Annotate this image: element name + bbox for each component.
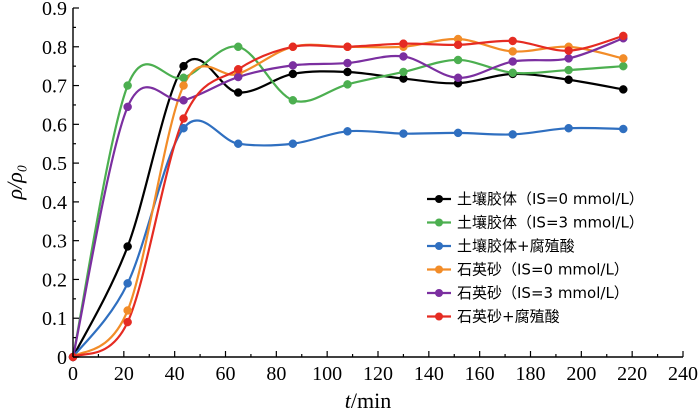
x-tick-label: 40: [165, 363, 185, 385]
series-point: [233, 42, 243, 52]
series-point: [399, 39, 408, 48]
legend: 土壤胶体（IS=0 mmol/L） 土壤胶体（IS=3 mmol/L） 土壤胶体+腐…: [427, 190, 644, 326]
y-tick-label: 0.1: [42, 308, 67, 330]
legend-swatch-marker: [435, 242, 443, 250]
x-tick-label: 80: [266, 363, 286, 385]
y-tick-label: 0.2: [42, 269, 67, 291]
series-point: [508, 130, 517, 139]
x-tick-label: 20: [114, 363, 134, 385]
x-tick-label: 120: [363, 363, 393, 385]
y-tick-label: 0.7: [42, 76, 67, 98]
x-tick-label: 240: [668, 363, 698, 385]
series-point: [179, 114, 188, 123]
y-tick-label: 0.5: [42, 153, 67, 175]
series-point: [343, 127, 352, 136]
series-point: [288, 69, 298, 79]
series-point: [179, 73, 188, 83]
legend-entry-label: 土壤胶体（IS=0 mmol/L）: [457, 190, 644, 208]
series-point: [233, 139, 243, 148]
series-point: [619, 31, 628, 41]
x-tick-label: 160: [465, 363, 495, 385]
y-tick-label: 0.3: [42, 231, 67, 253]
series-point: [343, 58, 352, 68]
x-tick-label: 60: [216, 363, 236, 385]
series-point: [399, 67, 408, 77]
series-point: [453, 40, 463, 50]
series-point: [123, 102, 132, 112]
x-tick-label: 180: [516, 363, 546, 385]
legend-entry-label: 土壤胶体（IS=3 mmol/L）: [457, 214, 644, 232]
series-point: [123, 279, 132, 288]
series-point: [453, 73, 463, 83]
legend-swatch-marker: [435, 218, 443, 227]
series-point: [508, 57, 517, 66]
series-point: [288, 139, 298, 148]
legend-swatch-marker: [435, 289, 443, 297]
series-point: [233, 88, 243, 97]
series-markers-layer: [68, 31, 628, 362]
series-point: [619, 61, 628, 71]
series-point: [508, 68, 517, 78]
series-point: [233, 65, 243, 74]
x-tick-label: 220: [617, 363, 647, 385]
series-point: [288, 96, 298, 105]
series-point: [564, 123, 573, 133]
y-tick-label: 0.4: [42, 192, 67, 214]
series-point: [508, 36, 517, 46]
series-point: [288, 42, 298, 52]
series-point: [123, 306, 132, 315]
series-point: [179, 123, 188, 133]
series-point: [508, 47, 517, 56]
series-point: [233, 72, 243, 82]
x-tick-label: 0: [68, 363, 78, 385]
x-tick-label: 100: [312, 363, 342, 385]
series-point: [179, 61, 188, 71]
series-point: [343, 42, 352, 52]
series-point: [399, 52, 408, 61]
y-tick-label: 0.8: [42, 37, 67, 59]
legend-entry-label: 石英砂（IS=0 mmol/L）: [457, 261, 629, 279]
y-ticks: 0 0.1 0.2 0.3 0.4 0.5 0.6 0.7 0.8 0.9: [42, 0, 79, 369]
legend-swatch-marker: [435, 312, 443, 321]
y-tick-label: 0.9: [42, 0, 67, 20]
legend-swatch-marker: [435, 195, 443, 203]
series-point: [564, 54, 573, 63]
series-point: [343, 80, 352, 89]
series-point: [399, 129, 408, 138]
x-ticks: 0 20 40 60 80 100 120 140 160 180 200 220 240: [68, 351, 698, 385]
series-point: [123, 317, 132, 327]
series-point: [619, 85, 628, 94]
legend-entry-label: 石英砂（IS=3 mmol/L）: [457, 284, 629, 302]
x-tick-label: 140: [414, 363, 444, 385]
series-point: [564, 75, 573, 84]
series-point: [123, 81, 132, 90]
x-tick-label: 200: [566, 363, 596, 385]
legend-entry-label: 石英砂+腐殖酸: [457, 308, 560, 326]
legend-swatch-marker: [435, 265, 443, 274]
series-point: [564, 46, 573, 55]
legend-entry-label: 土壤胶体+腐殖酸: [457, 237, 575, 255]
series-point: [179, 81, 188, 90]
series-point: [564, 65, 573, 75]
series-point: [619, 124, 628, 134]
series-point: [343, 67, 352, 77]
series-point: [453, 55, 463, 65]
series-point: [619, 54, 628, 63]
series-point: [453, 128, 463, 138]
y-tick-label: 0.6: [42, 114, 67, 136]
y-axis-label: ρ/ρ₀: [2, 165, 27, 201]
series-point: [179, 96, 188, 105]
series-point: [123, 242, 132, 251]
y-tick-label: 0: [57, 347, 67, 369]
x-axis-label: t/min: [345, 388, 391, 413]
series-point: [288, 61, 298, 70]
